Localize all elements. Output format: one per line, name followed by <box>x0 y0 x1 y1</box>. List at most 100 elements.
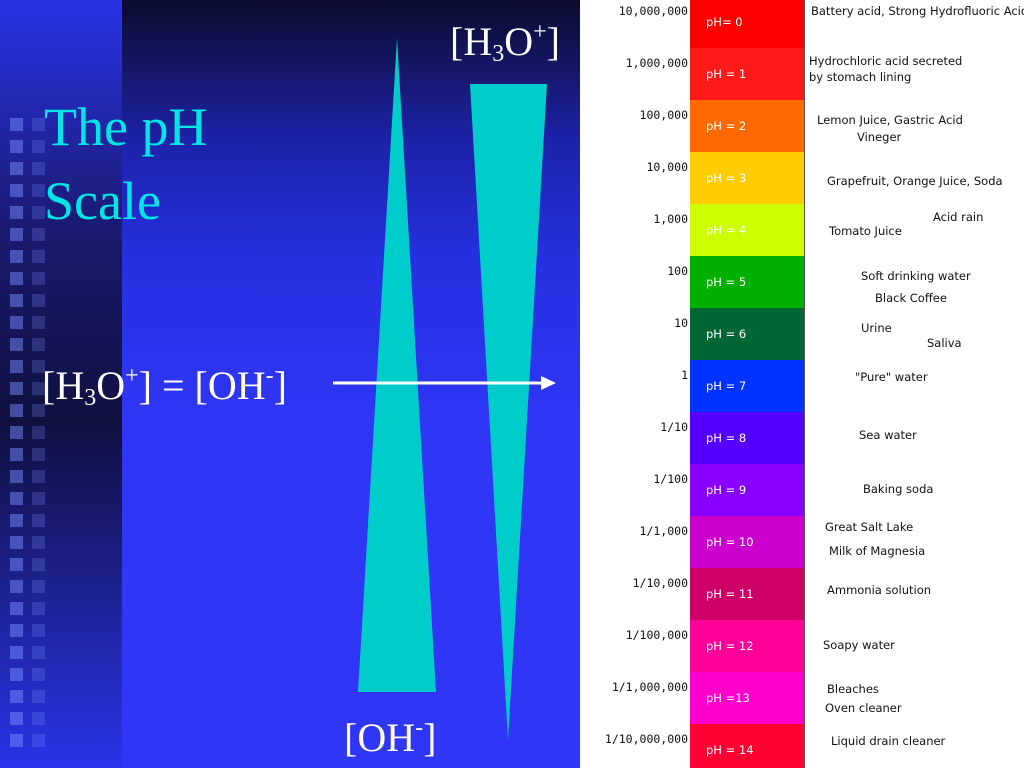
checker-square <box>32 514 45 527</box>
example-text: Baking soda <box>863 482 934 496</box>
concentration-label: 1/1,000 <box>639 524 688 538</box>
ph-value-cell: pH = 5 <box>690 256 804 308</box>
checker-square <box>10 404 23 417</box>
example-text: Bleaches <box>827 682 879 696</box>
ph-value-label: pH= 0 <box>706 15 743 29</box>
checker-square <box>10 448 23 461</box>
example-cell: Great Salt Lake Milk of Magnesia <box>804 516 1024 569</box>
checker-square <box>10 602 23 615</box>
example-text: Great Salt Lake <box>825 520 914 534</box>
ph-row: 10,000,000 pH= 0 Battery acid, Strong Hydr… <box>580 0 1024 49</box>
example-text: Hydrochloric acid secreted <box>809 54 963 68</box>
checker-square <box>32 272 45 285</box>
checker-square <box>10 734 23 747</box>
ph-row: 1/10,000,000 pH = 14 Liquid drain cleaner <box>580 724 1024 768</box>
checker-square <box>10 712 23 725</box>
checker-square <box>32 624 45 637</box>
example-text: "Pure" water <box>855 370 928 384</box>
ph-row: 1/1,000,000 pH =13 Bleaches Oven cleaner <box>580 672 1024 725</box>
ph-row: 1/10 pH = 8 Sea water <box>580 412 1024 465</box>
checker-square <box>32 294 45 307</box>
example-cell: Lemon Juice, Gastric Acid Vineger <box>804 100 1024 153</box>
ph-value-label: pH = 1 <box>706 67 747 81</box>
concentration-label: 100 <box>667 264 688 278</box>
checker-square <box>32 558 45 571</box>
example-cell: Baking soda <box>804 464 1024 517</box>
ph-value-label: pH = 5 <box>706 275 747 289</box>
example-cell: Acid rain Tomato Juice <box>804 204 1024 257</box>
ph-value-cell: pH = 12 <box>690 620 804 672</box>
checker-square <box>10 294 23 307</box>
title-line-1: The pH <box>44 97 208 157</box>
ph-value-cell: pH = 11 <box>690 568 804 620</box>
checker-square <box>32 360 45 373</box>
checker-square <box>32 382 45 395</box>
checker-square <box>32 118 45 131</box>
checker-square <box>10 382 23 395</box>
ph-row: 1/10,000 pH = 11 Ammonia solution <box>580 568 1024 621</box>
checker-square <box>32 404 45 417</box>
checker-square <box>10 426 23 439</box>
ph-row: 100,000 pH = 2 Lemon Juice, Gastric Acid Vi… <box>580 100 1024 153</box>
ph-value-cell: pH = 6 <box>690 308 804 360</box>
ph-row: 1/100 pH = 9 Baking soda <box>580 464 1024 517</box>
concentration-label: 10 <box>674 316 688 330</box>
ph-value-cell: pH = 14 <box>690 724 804 768</box>
ph-row: 1/1,000 pH = 10 Great Salt Lake Milk of Mag… <box>580 516 1024 569</box>
example-text: Tomato Juice <box>829 224 902 238</box>
ph-value-cell: pH = 1 <box>690 48 804 100</box>
example-cell: Soft drinking water Black Coffee <box>804 256 1024 309</box>
concentration-label: 100,000 <box>639 108 688 122</box>
example-text: Milk of Magnesia <box>829 544 926 558</box>
concentration-label: 1,000 <box>653 212 688 226</box>
example-text: Saliva <box>927 336 962 350</box>
example-cell: Ammonia solution <box>804 568 1024 621</box>
concentration-label: 1 <box>681 368 688 382</box>
ph-table: 10,000,000 pH= 0 Battery acid, Strong Hydr… <box>580 0 1024 768</box>
example-text: by stomach lining <box>809 70 912 84</box>
checker-square <box>10 558 23 571</box>
ph-row: 10 pH = 6 Urine Saliva <box>580 308 1024 361</box>
checker-square <box>10 580 23 593</box>
example-cell: Urine Saliva <box>804 308 1024 361</box>
checker-square <box>32 734 45 747</box>
concentration-label: 1/10,000 <box>632 576 688 590</box>
equality-equation: [H3O+] = [OH-] <box>42 363 287 411</box>
ph-row: 1,000 pH = 4 Acid rain Tomato Juice <box>580 204 1024 257</box>
checker-square <box>32 690 45 703</box>
concentration-label: 1,000,000 <box>625 56 688 70</box>
ph-value-label: pH = 10 <box>706 535 754 549</box>
ph-row: 100 pH = 5 Soft drinking water Black Coffee <box>580 256 1024 309</box>
checker-square <box>10 316 23 329</box>
ph-value-label: pH = 6 <box>706 327 747 341</box>
ph-value-label: pH = 14 <box>706 743 754 757</box>
checker-square <box>32 184 45 197</box>
checker-square <box>32 250 45 263</box>
example-text: Vineger <box>857 130 902 144</box>
checker-square <box>10 492 23 505</box>
ph-row: 10,000 pH = 3 Grapefruit, Orange Juice, So… <box>580 152 1024 205</box>
concentration-label: 1/1,000,000 <box>611 680 688 694</box>
example-text: Sea water <box>859 428 917 442</box>
equality-arrow-head <box>541 376 556 390</box>
oh-wedge <box>358 38 436 692</box>
checker-square <box>32 580 45 593</box>
checker-square <box>10 690 23 703</box>
ph-value-label: pH = 7 <box>706 379 747 393</box>
checker-square <box>32 426 45 439</box>
checker-square <box>10 624 23 637</box>
slide-title: The pH Scale <box>44 90 207 238</box>
checker-square <box>32 338 45 351</box>
example-text: Soapy water <box>823 638 895 652</box>
title-line-2: Scale <box>44 171 161 231</box>
example-cell: Sea water <box>804 412 1024 465</box>
checker-square <box>32 492 45 505</box>
ph-value-label: pH = 8 <box>706 431 747 445</box>
checker-square <box>32 668 45 681</box>
ph-value-label: pH = 3 <box>706 171 747 185</box>
checker-square <box>32 140 45 153</box>
example-cell: "Pure" water <box>804 360 1024 413</box>
ph-row: 1 pH = 7 "Pure" water <box>580 360 1024 413</box>
example-text: Ammonia solution <box>827 583 932 597</box>
